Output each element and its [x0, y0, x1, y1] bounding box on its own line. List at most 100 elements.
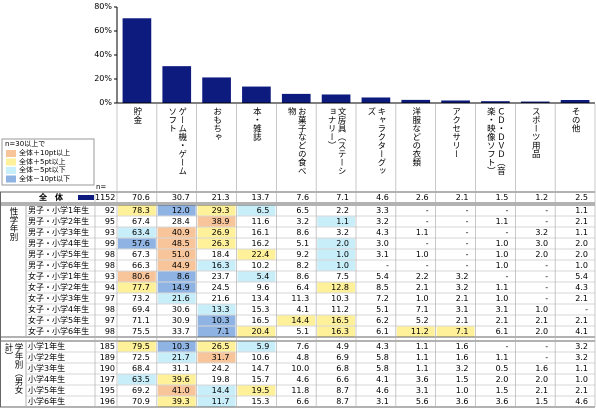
row-n: 196: [99, 397, 115, 406]
row-n: 99: [104, 239, 115, 248]
cell-value: 72.5: [132, 353, 150, 362]
row-label: 小学4年生: [28, 375, 66, 384]
cell-value: 8.6: [176, 272, 190, 281]
column-header: ＣＤ・ＤＶＤ（音楽・映像ソフト）: [485, 107, 506, 175]
cell-value: 1.1: [495, 353, 509, 362]
row-n: 190: [99, 364, 115, 373]
cell-value: 70.6: [132, 193, 150, 202]
bar: [202, 77, 231, 103]
cell-highlight: [317, 249, 355, 260]
cell-value: 11.2: [410, 327, 429, 336]
cell-value: 71.1: [132, 316, 150, 325]
cell-value: 1.0: [495, 250, 509, 259]
cell-value: 1.0: [575, 375, 588, 384]
cell-value: 6.5: [256, 206, 270, 215]
column-header: 貯金: [131, 107, 142, 124]
n-header: n=: [96, 183, 107, 191]
cell-value: 5.4: [575, 272, 588, 281]
cell-value: 5.1: [296, 327, 310, 336]
y-tick-label: 60%: [94, 26, 112, 35]
cell-value: 1.5: [495, 193, 509, 202]
row-n: 195: [99, 386, 115, 395]
row-n: 97: [104, 294, 115, 303]
cell-value: 41.0: [171, 386, 190, 395]
cell-value: 4.1: [575, 327, 588, 336]
cell-value: -: [465, 250, 469, 259]
bar: [520, 101, 550, 103]
row-label: 男子・小学6年生: [28, 261, 90, 270]
cell-value: 77.7: [132, 283, 150, 292]
cell-value: 1.2: [535, 193, 549, 202]
cell-value: 15.7: [251, 375, 270, 384]
cell-value: -: [465, 206, 469, 215]
cell-value: -: [545, 206, 549, 215]
cell-value: 40.9: [171, 228, 190, 237]
cell-value: -: [505, 206, 509, 215]
cell-value: 4.3: [575, 283, 588, 292]
cell-value: 6.5: [296, 206, 310, 215]
cell-value: 5.2: [415, 316, 429, 325]
cell-highlight: [197, 304, 236, 315]
cell-value: -: [545, 272, 549, 281]
cell-value: 73.2: [132, 294, 150, 303]
cell-value: 0.5: [495, 364, 509, 373]
cell-value: -: [545, 342, 549, 351]
cell-value: 39.3: [171, 397, 190, 406]
cell-value: 2.6: [415, 193, 429, 202]
cell-value: -: [425, 206, 429, 215]
cell-value: 20.4: [251, 327, 270, 336]
cell-value: 7.5: [336, 272, 349, 281]
cell-highlight: [197, 227, 236, 238]
cell-value: 4.1: [296, 305, 310, 314]
cell-value: -: [425, 261, 429, 270]
cell-value: 3.2: [455, 283, 469, 292]
cell-value: 1.0: [336, 261, 349, 270]
cell-value: 1.0: [495, 261, 509, 270]
cell-highlight: [157, 227, 196, 238]
column-header-box: 貯金: [117, 107, 157, 181]
bar: [321, 94, 351, 103]
cell-value: 2.0: [535, 327, 549, 336]
cell-value: 4.6: [376, 386, 389, 395]
cell-value: 23.7: [211, 272, 230, 281]
cell-value: 1.1: [495, 283, 509, 292]
cell-value: 3.2: [376, 217, 389, 226]
bar: [560, 100, 590, 103]
cell-value: 10.3: [211, 316, 230, 325]
cell-highlight: [157, 238, 196, 249]
group-label: 性学年別: [8, 207, 18, 241]
cell-value: 3.2: [455, 364, 469, 373]
cell-value: 30.7: [171, 193, 190, 202]
cell-value: 38.9: [211, 217, 230, 226]
legend-swatch: [6, 158, 16, 166]
cell-value: 12.8: [331, 283, 349, 292]
cell-highlight: [118, 238, 156, 249]
cell-value: 5.8: [376, 353, 389, 362]
cell-value: 67.4: [132, 217, 150, 226]
cell-value: 3.1: [495, 305, 509, 314]
cell-value: 3.2: [575, 342, 588, 351]
cell-value: 18.4: [211, 250, 230, 259]
bar: [481, 101, 510, 103]
cell-value: 11.7: [211, 397, 230, 406]
legend-swatch: [6, 175, 16, 183]
cell-value: 6.8: [336, 364, 349, 373]
column-header: 本・雑誌: [251, 107, 262, 141]
y-tick-label: 40%: [94, 50, 112, 59]
row-n: 1152: [95, 193, 116, 202]
cell-value: 11.2: [331, 305, 349, 314]
cell-value: 1.0: [455, 386, 469, 395]
row-label: 女子・小学1年生: [28, 272, 90, 281]
cell-highlight: [197, 352, 236, 363]
cell-value: 26.5: [211, 342, 230, 351]
cell-value: 1.0: [415, 294, 429, 303]
cell-value: 8.6: [296, 272, 310, 281]
row-n: 197: [99, 375, 115, 384]
column-header-box: ＣＤ・ＤＶＤ（音楽・映像ソフト）: [476, 107, 516, 181]
cell-value: -: [545, 283, 549, 292]
cell-highlight: [118, 374, 156, 385]
cell-value: -: [385, 261, 389, 270]
cell-value: 29.3: [211, 206, 230, 215]
